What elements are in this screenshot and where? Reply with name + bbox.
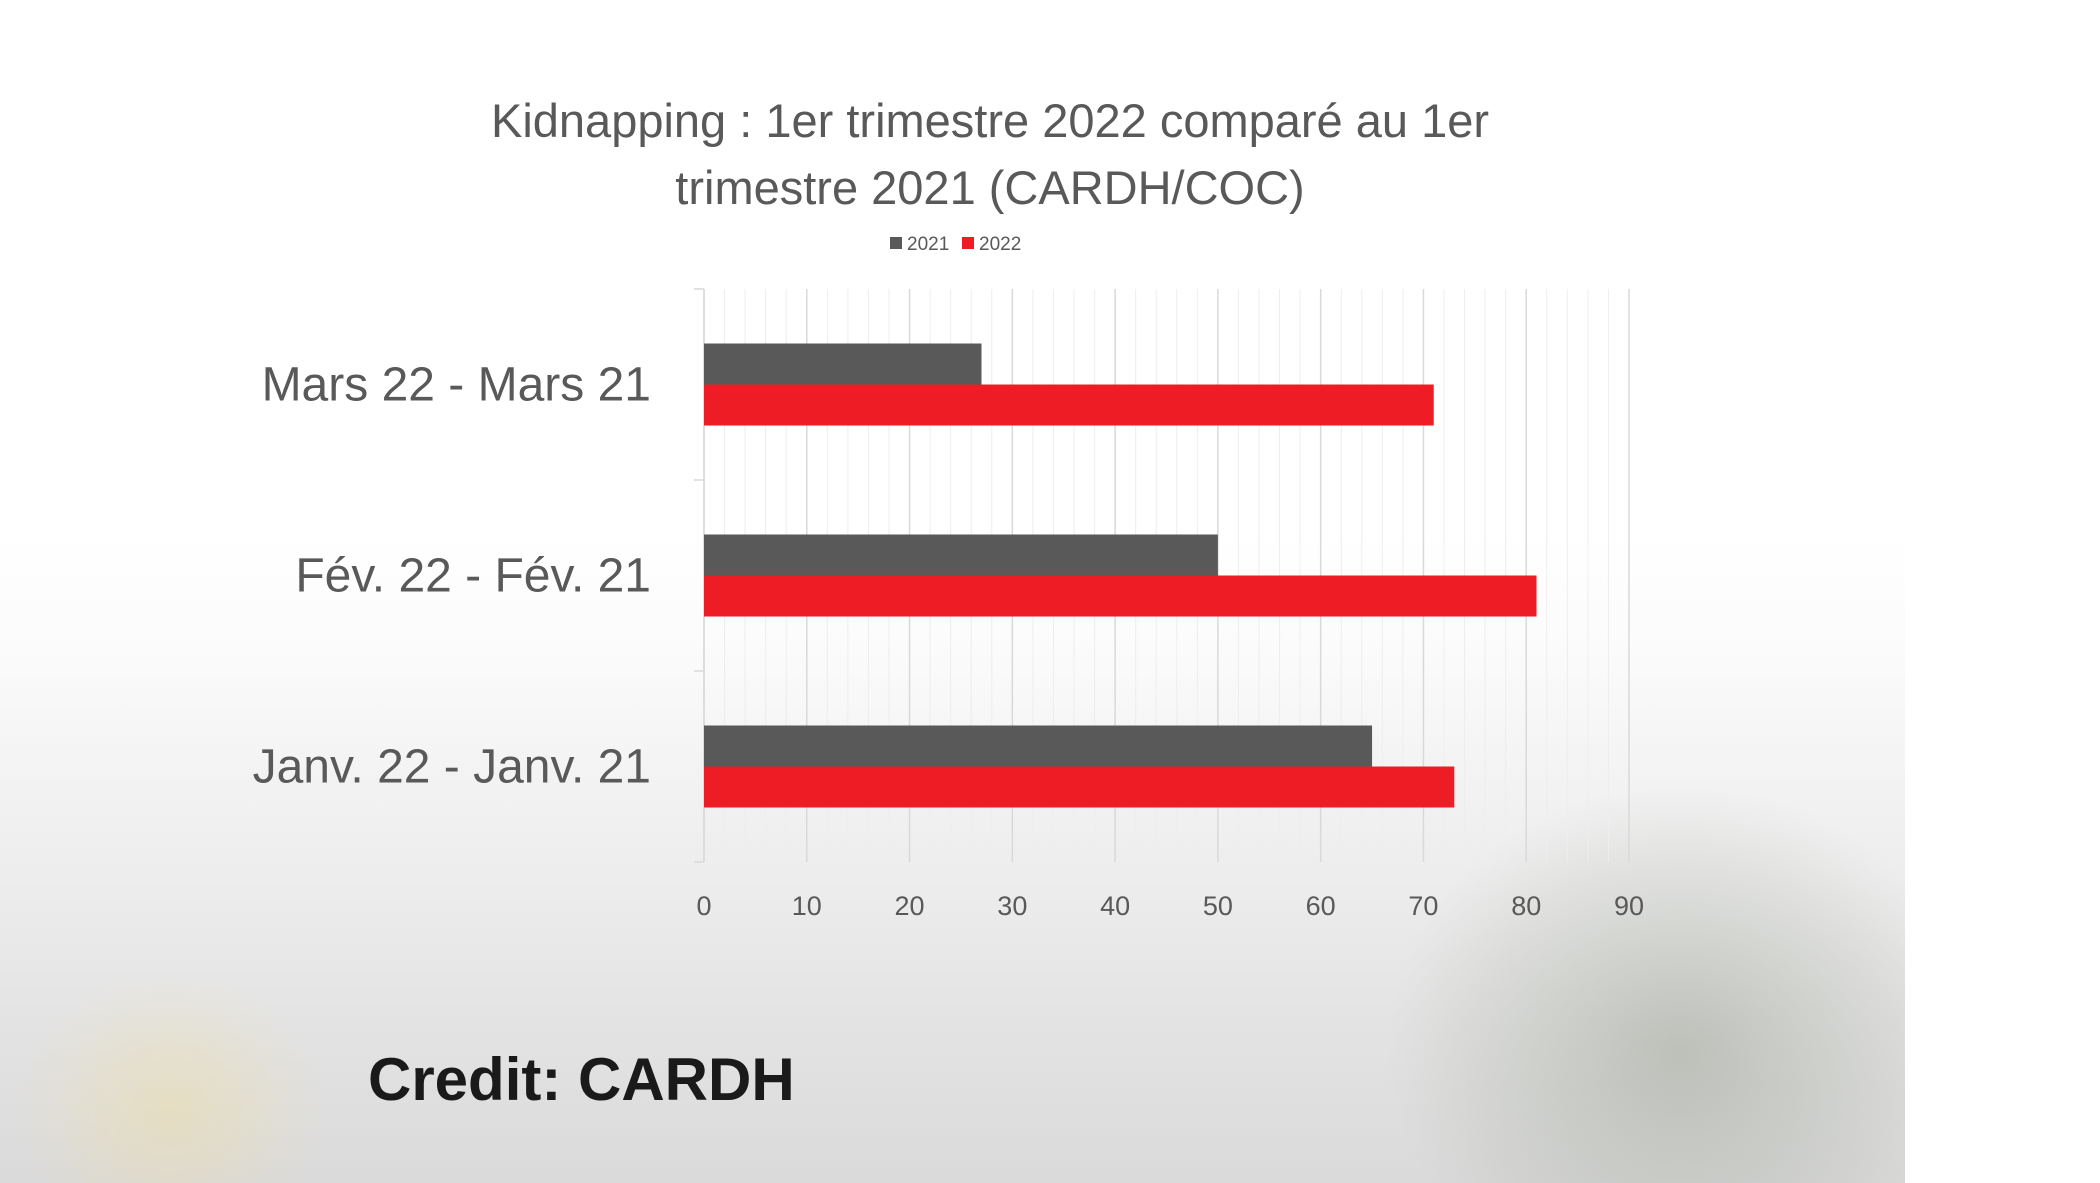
x-tick-label: 70: [1408, 891, 1438, 921]
x-tick-label: 60: [1306, 891, 1336, 921]
chart-title: trimestre 2021 (CARDH/COC): [675, 161, 1304, 214]
legend-label: 2022: [979, 234, 1021, 255]
x-tick-label: 0: [696, 891, 711, 921]
x-tick-label: 20: [895, 891, 925, 921]
legend-swatch: [890, 237, 902, 249]
x-tick-label: 90: [1614, 891, 1644, 921]
legend-swatch: [962, 237, 974, 249]
credit-text: Credit: CARDH: [368, 1046, 795, 1113]
x-tick-label: 50: [1203, 891, 1233, 921]
category-label: Janv. 22 - Janv. 21: [253, 741, 651, 794]
bar-2022: [704, 575, 1537, 617]
category-label: Fév. 22 - Fév. 21: [295, 550, 651, 603]
x-tick-label: 10: [792, 891, 822, 921]
x-tick-label: 80: [1511, 891, 1541, 921]
legend-label: 2021: [907, 234, 949, 255]
margin: [1905, 0, 2100, 1183]
category-label: Mars 22 - Mars 21: [262, 359, 651, 412]
bar-2022: [704, 384, 1434, 426]
bar-2022: [704, 766, 1455, 808]
bar-2021: [704, 343, 982, 385]
x-tick-label: 40: [1100, 891, 1130, 921]
bar-2021: [704, 725, 1373, 767]
chart-title: Kidnapping : 1er trimestre 2022 comparé …: [491, 94, 1489, 147]
x-tick-label: 30: [997, 891, 1027, 921]
bar-2021: [704, 534, 1218, 576]
